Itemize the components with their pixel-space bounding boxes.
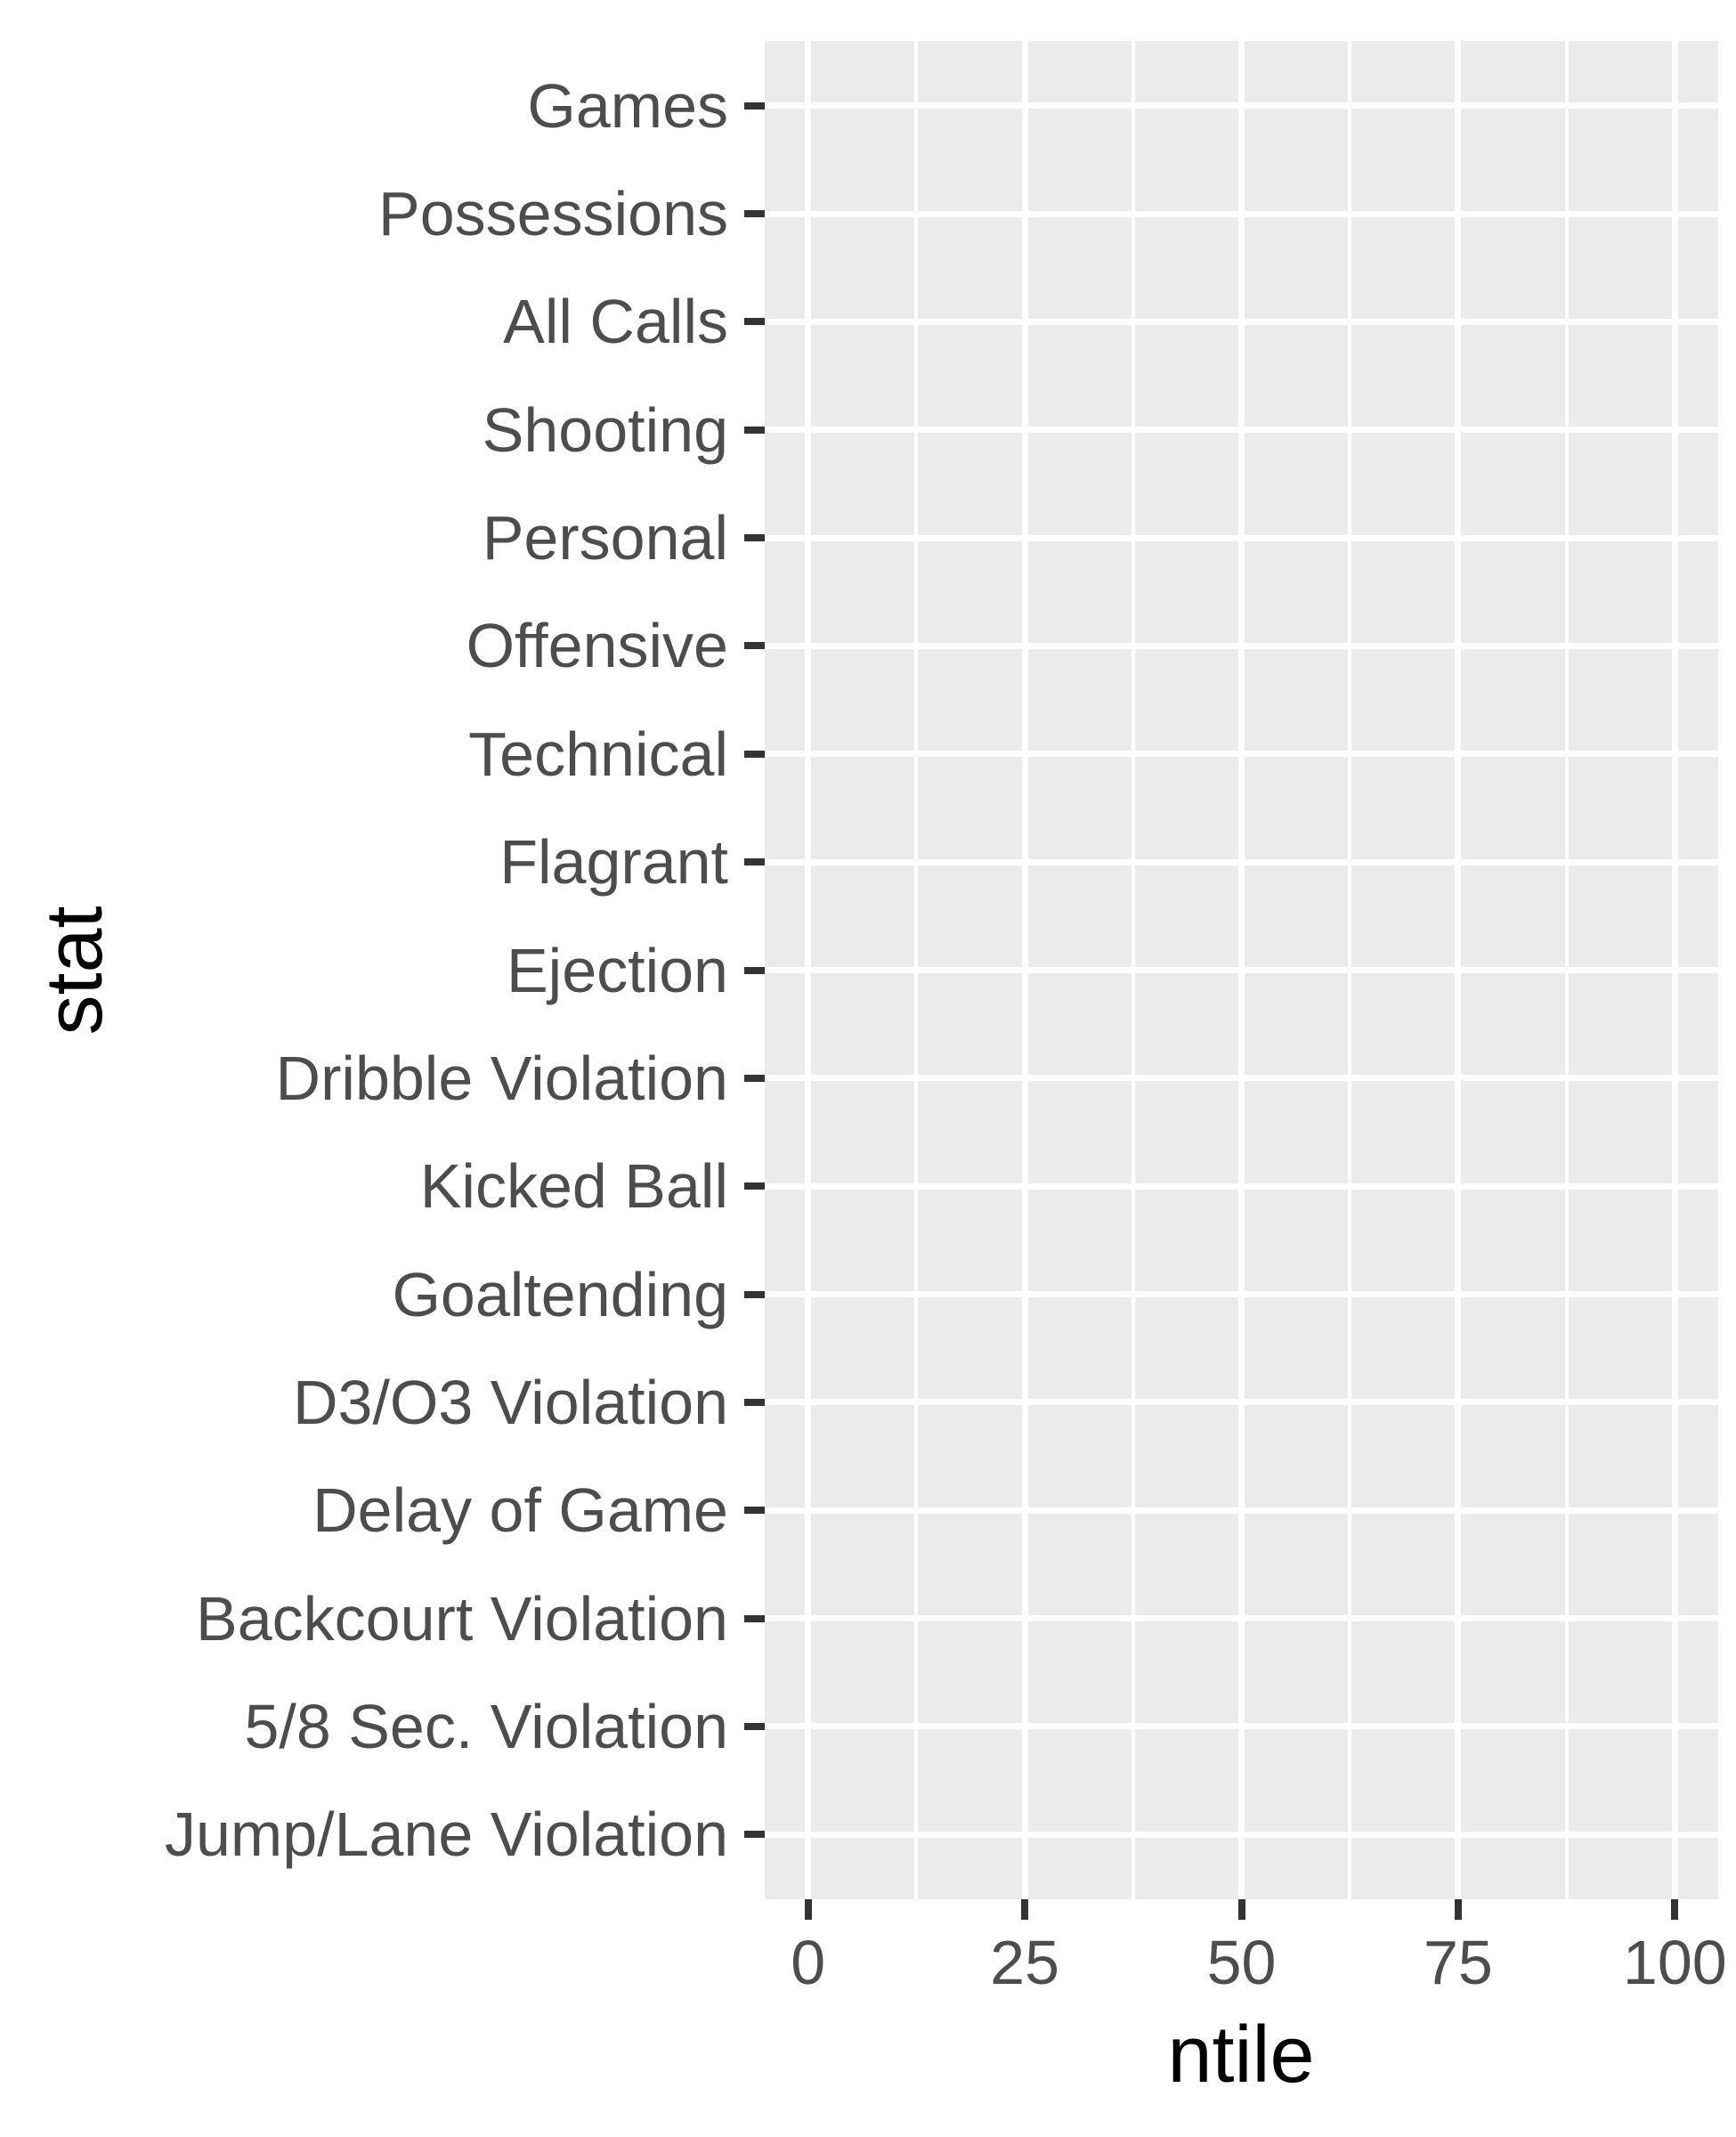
y-major-gridline (765, 1831, 1718, 1838)
x-axis-label: 75 (1423, 1928, 1493, 1997)
y-tick-mark (744, 318, 765, 326)
y-major-gridline (765, 967, 1718, 973)
y-major-gridline (765, 210, 1718, 217)
y-tick-mark (744, 642, 765, 650)
y-tick-mark (744, 1507, 765, 1515)
y-tick-mark (744, 1074, 765, 1082)
y-axis-label: Jump/Lane Violation (164, 1800, 728, 1870)
y-major-gridline (765, 1182, 1718, 1190)
y-axis-label: Dribble Violation (275, 1043, 728, 1113)
y-major-gridline (765, 751, 1718, 758)
y-tick-mark (744, 102, 765, 110)
y-axis-label: Flagrant (499, 827, 728, 898)
y-tick-mark (744, 858, 765, 866)
y-tick-mark (744, 750, 765, 758)
y-axis-label: Backcourt Violation (196, 1583, 728, 1654)
x-tick-mark (1021, 1899, 1029, 1920)
y-tick-mark (744, 426, 765, 434)
y-major-gridline (765, 1291, 1718, 1297)
x-axis-label: 100 (1622, 1928, 1727, 1997)
y-major-gridline (765, 1723, 1718, 1730)
y-tick-mark (744, 1182, 765, 1190)
y-axis-label: Offensive (466, 611, 728, 681)
y-major-gridline (765, 1399, 1718, 1406)
x-axis-label: 25 (990, 1928, 1060, 1997)
y-major-gridline (765, 534, 1718, 541)
y-tick-mark (744, 1290, 765, 1298)
y-axis-label: Ejection (506, 935, 728, 1005)
y-axis-label: D3/O3 Violation (292, 1367, 728, 1437)
y-axis-label: 5/8 Sec. Violation (244, 1691, 728, 1761)
y-tick-mark (744, 1722, 765, 1730)
y-tick-mark (744, 966, 765, 974)
x-tick-mark (804, 1899, 812, 1920)
y-major-gridline (765, 102, 1718, 110)
y-tick-mark (744, 534, 765, 542)
y-axis-label: Personal (482, 503, 728, 573)
y-major-gridline (765, 1507, 1718, 1514)
y-axis-label: Shooting (482, 394, 728, 465)
y-axis-label: Games (527, 70, 728, 141)
y-major-gridline (765, 427, 1718, 434)
x-axis-title: ntile (1167, 2011, 1315, 2100)
y-axis-label: Kicked Ball (419, 1151, 728, 1222)
y-major-gridline (765, 1615, 1718, 1622)
y-axis-label: Technical (468, 719, 728, 789)
x-axis-label: 0 (791, 1928, 826, 1997)
x-tick-mark (1671, 1899, 1679, 1920)
y-tick-mark (744, 1831, 765, 1839)
y-major-gridline (765, 1075, 1718, 1082)
y-axis-label: Delay of Game (312, 1475, 728, 1546)
x-tick-mark (1454, 1899, 1462, 1920)
y-major-gridline (765, 642, 1718, 649)
x-tick-mark (1237, 1899, 1245, 1920)
y-tick-mark (744, 1398, 765, 1406)
y-axis-label: Possessions (378, 179, 728, 249)
x-axis-label: 50 (1206, 1928, 1277, 1997)
plot-panel (744, 41, 1718, 1920)
y-major-gridline (765, 858, 1718, 865)
y-tick-mark (744, 1614, 765, 1622)
y-axis-label: All Calls (503, 287, 728, 357)
y-tick-mark (744, 210, 765, 218)
y-major-gridline (765, 318, 1718, 325)
y-axis-label: Goaltending (392, 1259, 728, 1329)
